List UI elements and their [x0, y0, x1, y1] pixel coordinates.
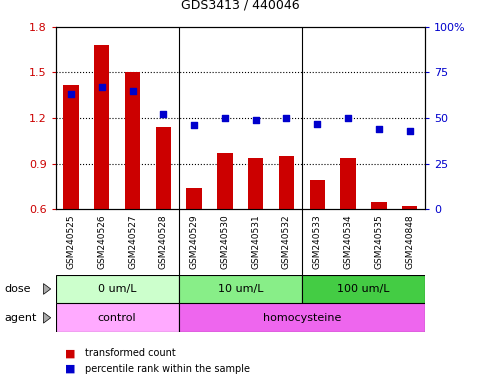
Text: GSM240535: GSM240535 [374, 215, 384, 269]
Bar [402, 206, 417, 209]
Bar [310, 180, 325, 209]
Bar [279, 156, 294, 209]
Point [128, 88, 136, 94]
Text: homocysteine: homocysteine [263, 313, 341, 323]
Text: GSM240525: GSM240525 [67, 215, 75, 269]
Text: GSM240848: GSM240848 [405, 215, 414, 269]
Text: 0 um/L: 0 um/L [98, 284, 136, 294]
Bar [341, 157, 356, 209]
Text: GSM240527: GSM240527 [128, 215, 137, 269]
Text: agent: agent [5, 313, 37, 323]
Bar [186, 188, 202, 209]
Point [406, 128, 413, 134]
Bar [179, 275, 302, 303]
Text: transformed count: transformed count [85, 348, 175, 358]
Text: GSM240529: GSM240529 [190, 215, 199, 269]
Text: ■: ■ [65, 348, 76, 358]
Bar [156, 127, 171, 209]
Bar [248, 157, 263, 209]
Bar [94, 45, 110, 209]
Text: 100 um/L: 100 um/L [337, 284, 390, 294]
Point [221, 115, 229, 121]
Text: GSM240532: GSM240532 [282, 215, 291, 269]
Bar [302, 275, 425, 303]
Point [283, 115, 290, 121]
Text: GSM240534: GSM240534 [343, 215, 353, 269]
Text: ■: ■ [65, 364, 76, 374]
Bar [125, 73, 140, 209]
Point [375, 126, 383, 132]
Text: 10 um/L: 10 um/L [217, 284, 263, 294]
Bar [56, 275, 179, 303]
Text: GSM240531: GSM240531 [251, 215, 260, 269]
Point [98, 84, 106, 90]
Point [252, 117, 259, 123]
Point [190, 122, 198, 129]
Text: control: control [98, 313, 136, 323]
Bar [179, 303, 425, 332]
Bar [217, 153, 233, 209]
Text: GSM240528: GSM240528 [159, 215, 168, 269]
Text: GSM240526: GSM240526 [97, 215, 106, 269]
Bar [371, 202, 386, 209]
Bar [56, 303, 179, 332]
Point [67, 91, 75, 98]
Point [159, 111, 167, 118]
Bar [63, 84, 79, 209]
Text: GDS3413 / 440046: GDS3413 / 440046 [181, 0, 299, 12]
Text: dose: dose [5, 284, 31, 294]
Text: GSM240530: GSM240530 [220, 215, 229, 269]
Text: GSM240533: GSM240533 [313, 215, 322, 269]
Text: percentile rank within the sample: percentile rank within the sample [85, 364, 250, 374]
Point [344, 115, 352, 121]
Point [313, 121, 321, 127]
